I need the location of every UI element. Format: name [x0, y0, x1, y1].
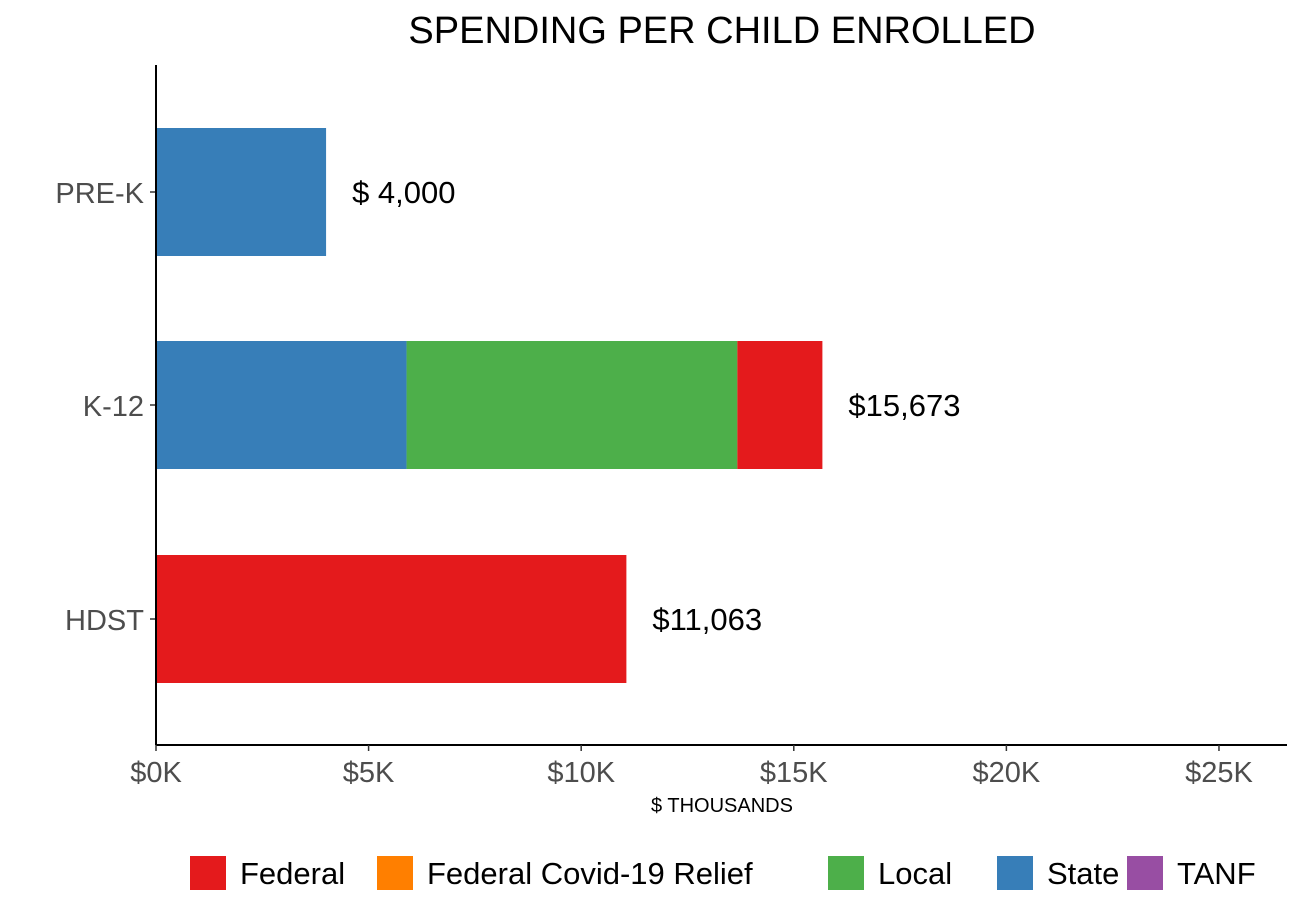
legend-swatch	[828, 856, 864, 890]
bar-pre-k-state	[156, 128, 327, 256]
legend-label: Local	[878, 856, 952, 891]
bar-k-12-local	[406, 341, 738, 469]
total-label: $15,673	[848, 388, 960, 423]
x-tick-label: $25K	[1185, 757, 1253, 789]
bar-k-12-state	[156, 341, 407, 469]
x-tick-label: $0K	[130, 757, 182, 789]
legend-swatch	[1127, 856, 1163, 890]
legend-swatch	[997, 856, 1033, 890]
bar-hdst-federal	[156, 555, 627, 683]
chart-title: SPENDING PER CHILD ENROLLED	[408, 10, 1035, 52]
x-axis-label: $ THOUSANDS	[651, 795, 793, 817]
x-tick-label: $10K	[547, 757, 615, 789]
y-tick-label: PRE-K	[55, 178, 144, 210]
legend-label: TANF	[1177, 856, 1256, 891]
x-tick-label: $15K	[760, 757, 828, 789]
x-tick-label: $20K	[973, 757, 1041, 789]
legend-swatch	[190, 856, 226, 890]
total-label: $ 4,000	[352, 175, 455, 210]
x-tick-label: $5K	[343, 757, 395, 789]
y-tick-label: K-12	[83, 391, 144, 423]
bar-k-12-federal	[737, 341, 823, 469]
total-label: $11,063	[652, 602, 762, 637]
legend-swatch	[377, 856, 413, 890]
y-tick-label: HDST	[65, 605, 144, 637]
legend-label: State	[1047, 856, 1119, 891]
legend-label: Federal	[240, 856, 345, 891]
legend-label: Federal Covid-19 Relief	[427, 856, 753, 891]
